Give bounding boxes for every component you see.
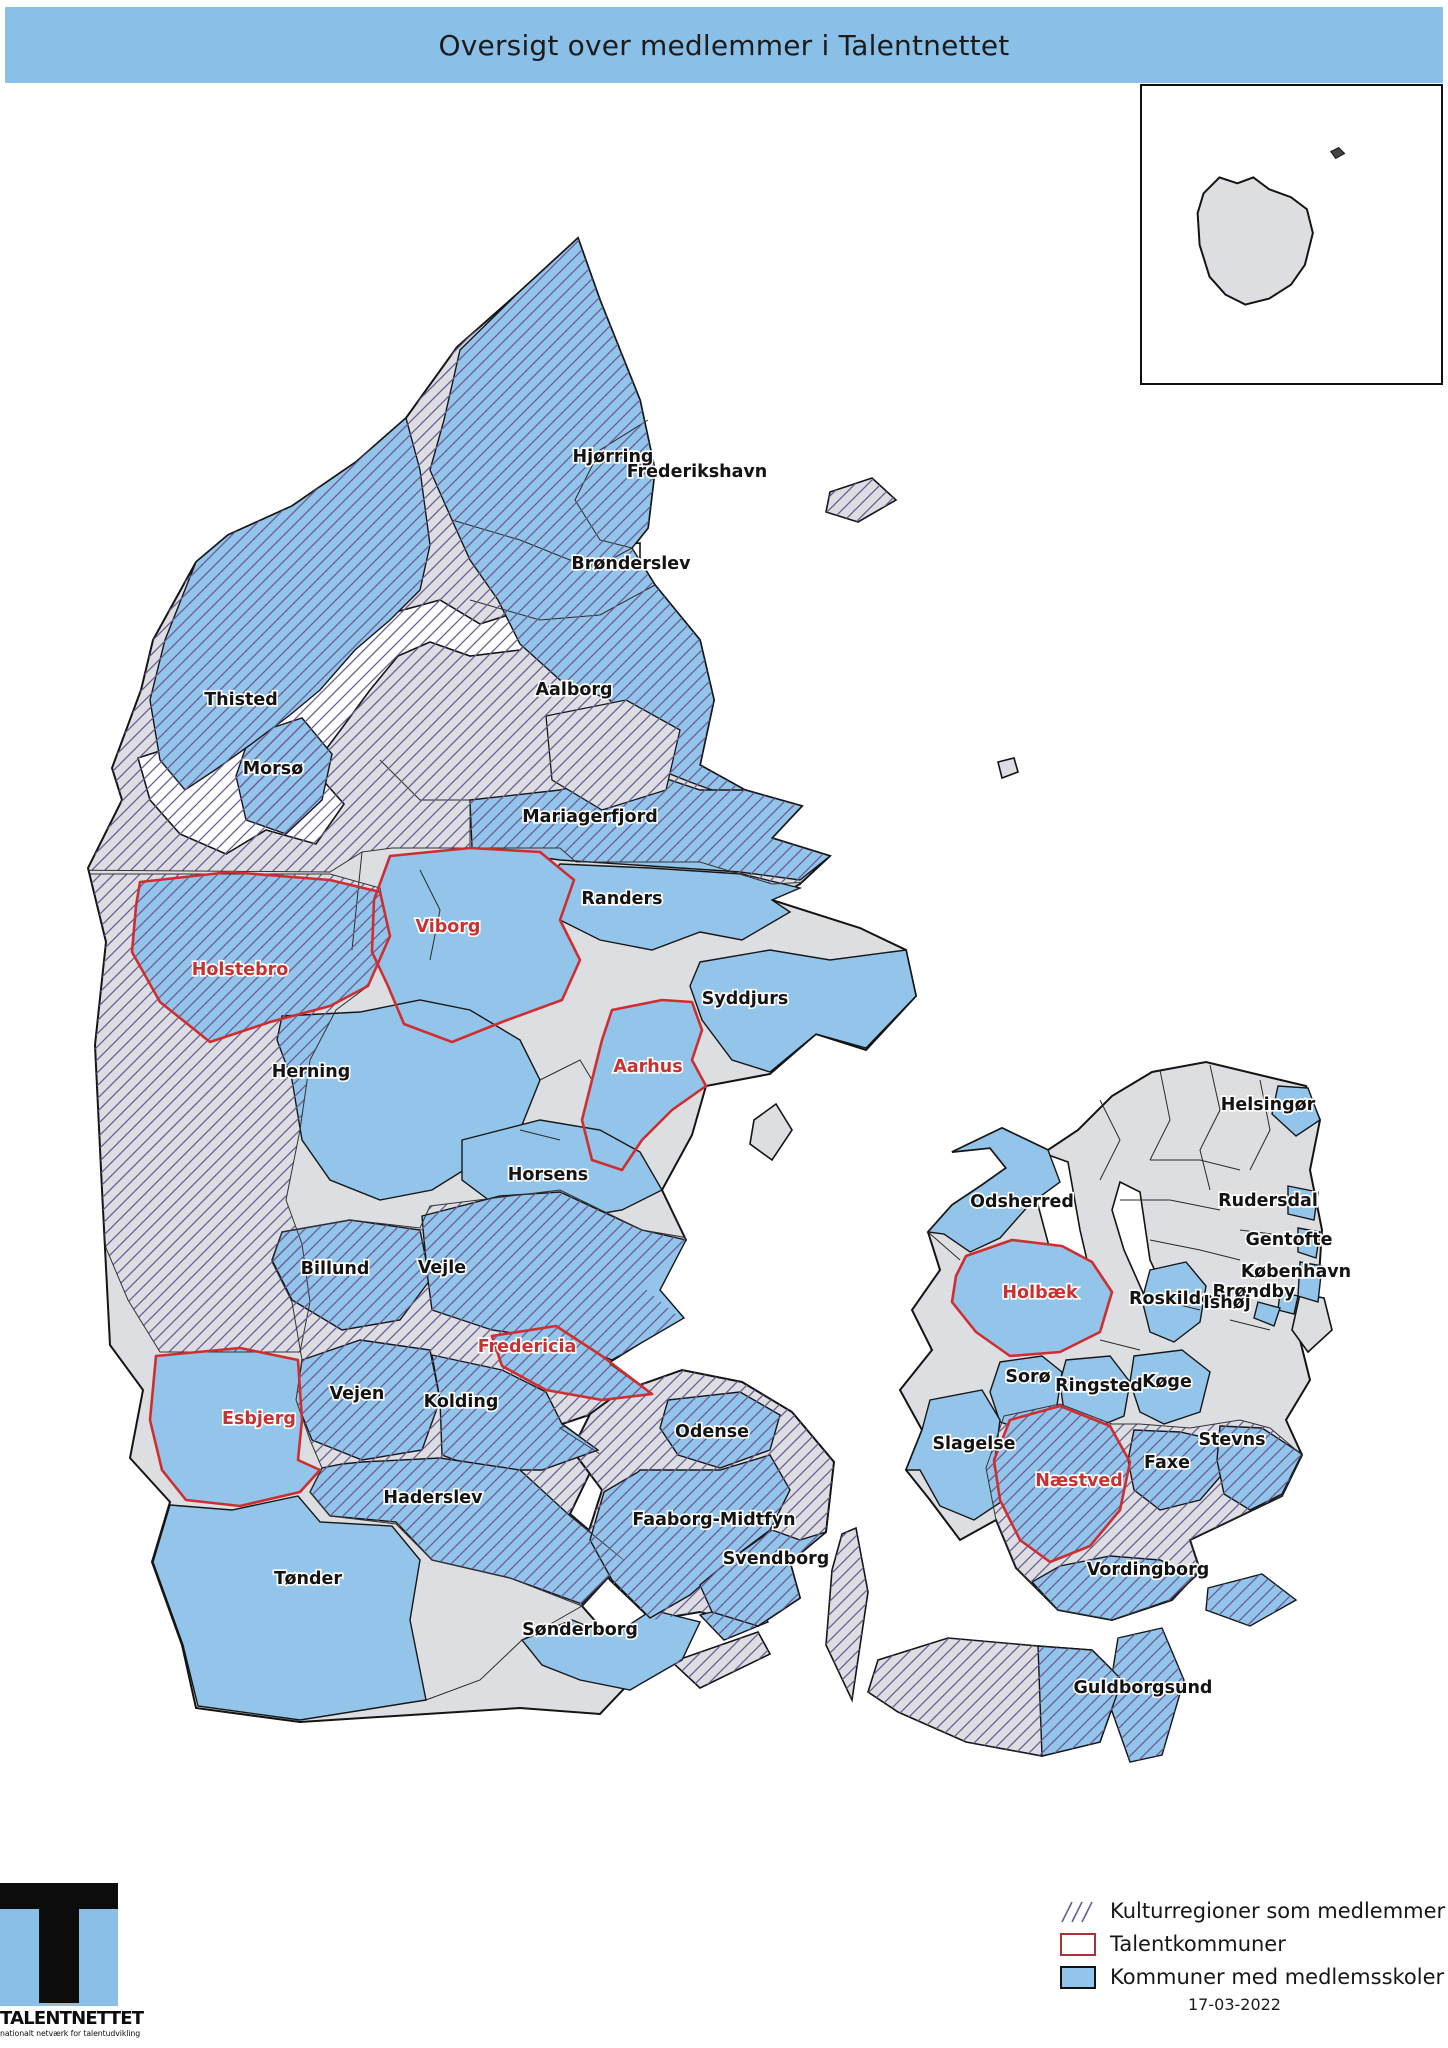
page-title: Oversigt over medlemmer i Talentnettet bbox=[438, 28, 1010, 62]
christianso-island bbox=[1329, 146, 1346, 160]
talentkommune-outline bbox=[130, 870, 392, 1044]
map-label-kolding: Kolding bbox=[424, 1392, 499, 1412]
map-label-næstved: Næstved bbox=[1035, 1471, 1123, 1491]
map-label-rudersdal: Rudersdal bbox=[1218, 1191, 1318, 1211]
talentkommune-outline bbox=[580, 998, 708, 1172]
map-label-hjørring: Hjørring bbox=[573, 447, 654, 467]
title-bar: Oversigt over medlemmer i Talentnettet bbox=[5, 7, 1443, 83]
map-label-mariagerfjord: Mariagerfjord bbox=[522, 807, 657, 827]
legend-item-kulturregioner: Kulturregioner som medlemmer bbox=[1060, 1899, 1445, 1923]
map-label-brønderslev: Brønderslev bbox=[571, 554, 691, 574]
legend: Kulturregioner som medlemmer Talentkommu… bbox=[1060, 1899, 1445, 1998]
map-label-frederikshavn: Frederikshavn bbox=[627, 462, 768, 482]
map-label-aalborg: Aalborg bbox=[535, 680, 612, 700]
map-label-thisted: Thisted bbox=[204, 690, 278, 710]
map-label-faxe: Faxe bbox=[1144, 1453, 1190, 1473]
map-label-horsens: Horsens bbox=[508, 1165, 588, 1185]
map-label-odense: Odense bbox=[675, 1422, 749, 1442]
map-label-billund: Billund bbox=[301, 1259, 370, 1279]
map-label-vordingborg: Vordingborg bbox=[1087, 1560, 1209, 1580]
map-label-herning: Herning bbox=[272, 1062, 351, 1082]
red-outline-swatch-icon bbox=[1060, 1932, 1096, 1956]
map-label-aarhus: Aarhus bbox=[613, 1057, 682, 1077]
map-label-faaborg-midtfyn: Faaborg-Midtfyn bbox=[632, 1510, 795, 1530]
map-label-helsingør: Helsingør bbox=[1221, 1095, 1316, 1115]
map-label-viborg: Viborg bbox=[416, 917, 481, 937]
map-label-randers: Randers bbox=[581, 889, 662, 909]
map-label-vejen: Vejen bbox=[330, 1384, 385, 1404]
map-label-haderslev: Haderslev bbox=[383, 1488, 483, 1508]
map-label-tønder: Tønder bbox=[274, 1569, 342, 1589]
legend-item-medlemsskoler: Kommuner med medlemsskoler bbox=[1060, 1965, 1445, 1989]
map-date: 17-03-2022 bbox=[1188, 1995, 1281, 2014]
map-label-roskilde: Roskilde bbox=[1129, 1289, 1213, 1309]
legend-label: Kulturregioner som medlemmer bbox=[1110, 1899, 1446, 1923]
legend-item-talentkommuner: Talentkommuner bbox=[1060, 1932, 1445, 1956]
talentkommune-outline bbox=[992, 1404, 1132, 1564]
map-label-københavn: København bbox=[1241, 1262, 1351, 1282]
map-label-sønderborg: Sønderborg bbox=[522, 1620, 638, 1640]
map-label-brøndby: Brøndby bbox=[1213, 1282, 1297, 1302]
map-label-odsherred: Odsherred bbox=[970, 1192, 1074, 1212]
map-label-sorø: Sorø bbox=[1005, 1367, 1050, 1387]
map-label-ishøj: Ishøj bbox=[1203, 1293, 1250, 1313]
map-label-fredericia: Fredericia bbox=[478, 1337, 577, 1357]
map-label-slagelse: Slagelse bbox=[932, 1434, 1015, 1454]
talentkommune-outline bbox=[370, 846, 582, 1044]
legend-label: Talentkommuner bbox=[1110, 1932, 1286, 1956]
talentnettet-logo: TALENTNETTET nationalt netværk for talen… bbox=[0, 1883, 144, 2038]
hatch-swatch-icon bbox=[1061, 1901, 1093, 1922]
bornholm-inset bbox=[1140, 84, 1443, 385]
map-label-køge: Køge bbox=[1142, 1372, 1192, 1392]
map-label-svendborg: Svendborg bbox=[723, 1549, 830, 1569]
map-label-gentofte: Gentofte bbox=[1246, 1230, 1333, 1250]
talentkommune-outline bbox=[950, 1238, 1114, 1358]
talentnettet-logo-icon bbox=[0, 1883, 118, 2006]
map-label-holbæk: Holbæk bbox=[1002, 1283, 1078, 1303]
legend-label: Kommuner med medlemsskoler bbox=[1110, 1965, 1445, 1989]
map-label-esbjerg: Esbjerg bbox=[222, 1409, 296, 1429]
map-label-holstebro: Holstebro bbox=[192, 960, 289, 980]
talentkommune-outline bbox=[490, 1324, 654, 1402]
map-label-syddjurs: Syddjurs bbox=[702, 989, 789, 1009]
map-label-vejle: Vejle bbox=[418, 1258, 466, 1278]
logo-tagline: nationalt netværk for talentudvikling bbox=[0, 2029, 141, 2038]
logo-wordmark: TALENTNETTET bbox=[0, 2008, 144, 2029]
blue-fill-swatch-icon bbox=[1060, 1965, 1096, 1989]
map-label-guldborgsund: Guldborgsund bbox=[1074, 1678, 1213, 1698]
talentkommune-outline bbox=[148, 1346, 322, 1508]
map-label-ringsted: Ringsted bbox=[1055, 1376, 1143, 1396]
map-label-stevns: Stevns bbox=[1198, 1430, 1265, 1450]
bornholm-island bbox=[1196, 176, 1314, 306]
map-label-morsø: Morsø bbox=[243, 759, 304, 779]
